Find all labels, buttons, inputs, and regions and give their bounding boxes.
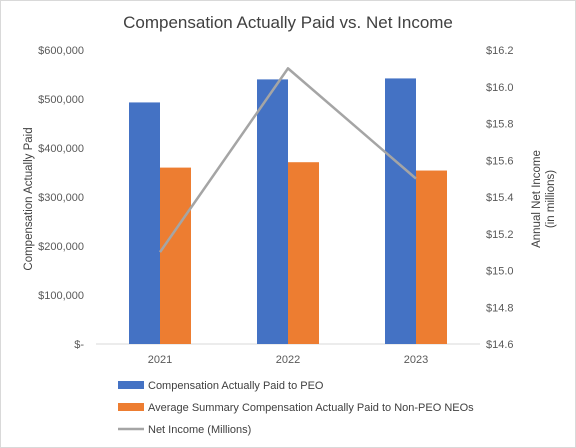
y2-axis-ticks: $14.6 $14.8 $15.0 $15.2 $15.4 $15.6 $15.8 $16.0… [486,45,514,351]
x-tick-label: 2023 [404,354,428,366]
y-tick-label: $300,000 [38,192,84,204]
legend-bar-swatch [118,381,144,389]
y2-tick-label: $15.4 [486,192,514,204]
y2-tick-label: $15.8 [486,119,514,131]
legend: Compensation Actually Paid to PEO Average… [118,380,474,436]
y2-tick-label: $14.8 [486,302,514,314]
bar-series-1 [257,79,288,345]
legend-label: Compensation Actually Paid to PEO [148,380,324,392]
line-series-1 [158,67,417,253]
lines-group [158,67,417,253]
y-tick-label: $100,000 [38,290,84,302]
x-tick-label: 2021 [148,354,172,366]
y-tick-label: $200,000 [38,241,84,253]
y2-tick-label: $15.6 [486,155,514,167]
x-axis-ticks: 2021 2022 2023 [148,354,428,366]
y2-tick-label: $16.2 [486,45,514,57]
bars-group [129,78,447,345]
y2-tick-label: $16.0 [486,82,514,94]
bar-series-2 [160,167,191,344]
y2-tick-label: $15.0 [486,266,514,278]
y-tick-label: $400,000 [38,143,84,155]
bar-series-1 [385,78,416,345]
y2-tick-label: $14.6 [486,339,514,351]
bar-series-1 [129,102,160,345]
x-tick-label: 2022 [276,354,300,366]
bar-series-2 [416,170,447,344]
legend-label: Net Income (Millions) [148,424,251,436]
legend-bar-swatch [118,403,144,411]
y-axis-title: Compensation Actually Paid [23,127,35,270]
chart-title: Compensation Actually Paid vs. Net Incom… [123,13,453,32]
y-tick-label: $- [74,339,84,351]
y-tick-label: $600,000 [38,45,84,57]
legend-label: Average Summary Compensation Actually Pa… [148,402,474,414]
y-tick-label: $500,000 [38,94,84,106]
y-axis-ticks: $- $100,000 $200,000 $300,000 $400,000 $500,0… [38,45,84,351]
y2-tick-label: $15.2 [486,229,514,241]
y2-axis-title-line1: Annual Net Income [531,150,543,248]
bar-series-2 [288,162,319,344]
y2-axis-title-line2: (in millions) [545,170,557,228]
